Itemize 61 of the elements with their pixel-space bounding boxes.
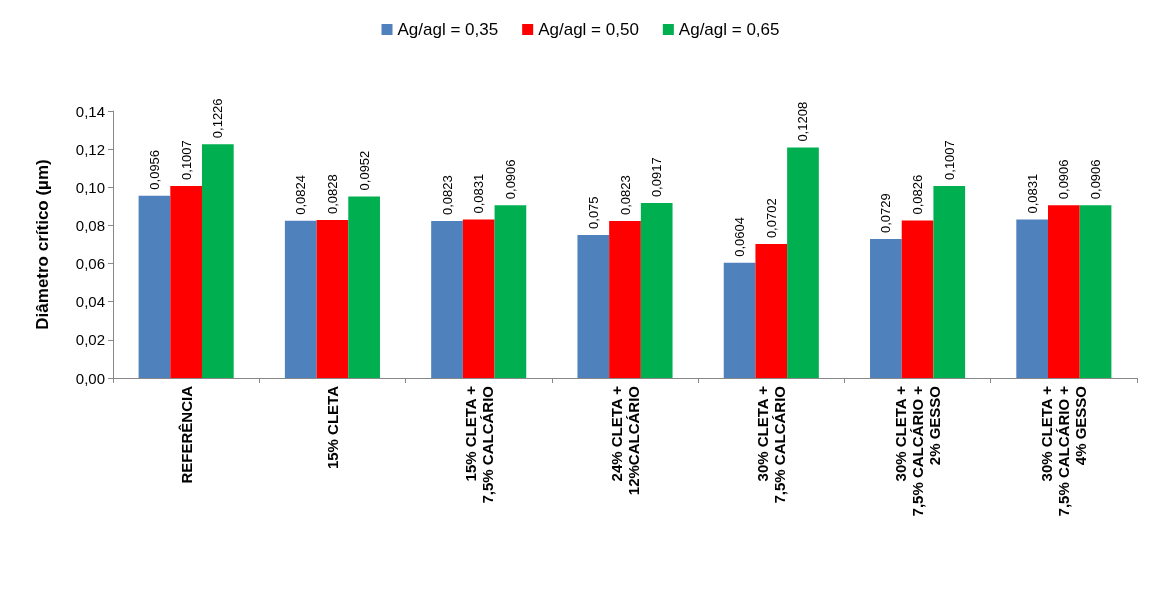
bar: [933, 185, 966, 378]
bar: [462, 219, 495, 378]
data-label: 0,1007: [941, 140, 957, 180]
data-label: 0,0917: [649, 157, 665, 198]
bar: [138, 195, 171, 378]
bar: [609, 221, 641, 378]
x-tick-label: 24% CLETA + 12%CALCÁRIO: [608, 385, 642, 496]
data-label: 0,0702: [763, 198, 779, 239]
y-tick-label: 0,04: [75, 293, 105, 311]
x-tick-label: 30% CLETA + 7,5% CALCÁRIO + 4% GESSO: [1038, 385, 1090, 517]
data-label: 0,075: [585, 196, 601, 229]
bar: [723, 262, 756, 378]
data-label: 0,0729: [878, 193, 894, 233]
y-tick-label: 0,12: [75, 140, 105, 158]
data-label: 0,0823: [439, 175, 455, 216]
data-label: 0,0831: [471, 173, 487, 214]
x-tick-label: 30% CLETA + 7,5% CALCÁRIO + 2% GESSO: [892, 385, 944, 517]
data-label: 0,0604: [732, 217, 748, 257]
bar: [284, 220, 317, 378]
data-label: 0,0952: [356, 150, 372, 191]
bar: [1016, 219, 1049, 378]
legend-label: Ag/agl = 0,50: [538, 20, 639, 39]
y-tick-label: 0,02: [75, 331, 105, 349]
bar: [640, 203, 673, 378]
x-tick-label: REFERÊNCIA: [177, 385, 195, 484]
data-label: 0,0906: [1056, 159, 1072, 200]
bar: [170, 185, 202, 378]
data-label: 0,1208: [795, 101, 811, 142]
y-tick-label: 0,00: [75, 369, 105, 387]
y-tick-label: 0,06: [75, 255, 105, 273]
x-tick-label: 15% CLETA + 7,5% CALCÁRIO: [461, 385, 496, 504]
data-label: 0,0956: [146, 149, 162, 190]
x-tick-label: 15% CLETA: [323, 385, 341, 470]
data-label: 0,0823: [617, 175, 633, 216]
bar: [348, 196, 380, 378]
x-tick-label: 30% CLETA + 7,5% CALCÁRIO: [754, 385, 789, 504]
bar: [1079, 205, 1112, 378]
y-tick-label: 0,08: [75, 216, 105, 234]
legend-label: Ag/agl = 0,65: [678, 20, 780, 39]
data-label: 0,0824: [293, 175, 309, 215]
y-tick-label: 0,14: [75, 102, 105, 120]
data-label: 0,0826: [910, 174, 926, 215]
legend-label: Ag/agl = 0,35: [397, 20, 499, 39]
bar: [755, 244, 788, 378]
bar: [494, 205, 527, 378]
data-label: 0,0906: [1088, 159, 1104, 200]
bar: [1048, 205, 1080, 378]
bar: [870, 238, 902, 378]
y-axis-title: Diâmetro crítico (µm): [33, 159, 52, 330]
bar: [577, 234, 610, 378]
bar: [431, 221, 463, 378]
bar: [901, 220, 934, 378]
data-label: 0,0831: [1024, 173, 1040, 214]
y-tick-label: 0,10: [75, 178, 105, 196]
data-label: 0,1007: [178, 140, 194, 180]
bar: [201, 144, 234, 378]
bar: [787, 147, 819, 378]
bar: [316, 220, 349, 378]
data-label: 0,0906: [502, 159, 518, 200]
data-label: 0,1226: [210, 98, 226, 139]
data-label: 0,0828: [324, 174, 340, 215]
